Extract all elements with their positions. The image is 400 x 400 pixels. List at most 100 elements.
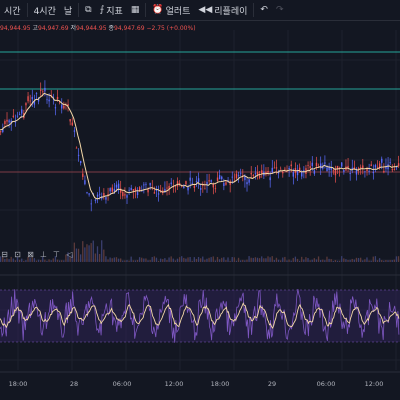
layout-button[interactable]: ▦ [127, 5, 144, 15]
candle-body [33, 101, 36, 105]
candle-body [212, 183, 215, 188]
volume-bar [242, 259, 244, 262]
volume-bar [254, 257, 257, 262]
tool-icon[interactable]: ◁ [66, 250, 73, 259]
candle-body [376, 166, 379, 168]
candle-body [284, 168, 286, 170]
interval-button[interactable]: 4시간 [33, 6, 56, 17]
volume-bar [84, 247, 86, 262]
oscillator-signal-line [0, 302, 400, 330]
volume-bar [61, 260, 63, 262]
volume-bar [368, 260, 370, 262]
compare-button[interactable]: ⧉ [81, 5, 95, 15]
volume-bar [0, 256, 2, 262]
candle-body [246, 182, 248, 185]
candle-body [0, 131, 2, 133]
volume-bar [275, 257, 278, 262]
volume-bar [176, 258, 179, 262]
candle-body [117, 183, 120, 189]
volume-bar [183, 257, 185, 262]
volume-bar [151, 257, 153, 262]
candle-body [145, 183, 147, 185]
volume-bar [136, 259, 139, 262]
volume-bar [103, 249, 105, 262]
volume-bar [8, 259, 10, 262]
candle-body [221, 176, 223, 180]
volume-bar [250, 257, 252, 262]
candle-body [168, 185, 170, 190]
tool-icon[interactable]: ⊡ [14, 250, 21, 259]
candle-body [115, 184, 118, 188]
chart-type-button[interactable]: 날 [63, 6, 73, 17]
volume-bar [193, 257, 195, 262]
candle-body [288, 168, 290, 170]
indicators-button[interactable]: ⨍ 지표 [99, 5, 123, 17]
volume-bar [252, 257, 254, 262]
candle-body [6, 119, 8, 122]
candle-body [73, 130, 76, 132]
volume-bar [168, 257, 170, 262]
x-axis-label: 18:00 [9, 380, 28, 388]
candle-body [298, 167, 301, 172]
price-chart[interactable]: 18:00 28 06:00 12:00 18:00 29 06:00 12:00 [0, 20, 400, 400]
volume-bar [206, 258, 208, 262]
tool-icon[interactable]: ⊥ [40, 250, 47, 259]
volume-bar [349, 259, 351, 262]
volume-bar [328, 258, 330, 262]
candle-body [124, 194, 126, 196]
redo-button[interactable]: ↷ [272, 5, 288, 15]
candle-body [275, 167, 278, 169]
volume-bar [225, 260, 227, 262]
volume-bar [362, 260, 364, 262]
indicators-icon: ⨍ [99, 5, 105, 15]
volume-bar [65, 254, 67, 262]
volume-bar [132, 260, 134, 262]
candle-body [204, 188, 206, 190]
interval-partial[interactable]: 시간 [4, 6, 21, 17]
volume-bar [313, 258, 315, 262]
volume-bar [181, 256, 183, 262]
candle-body [12, 115, 15, 117]
volume-bar [292, 257, 294, 262]
volume-bar [208, 257, 210, 262]
volume-bar [174, 260, 177, 262]
undo-button[interactable]: ↶ [256, 5, 272, 15]
volume-bar [204, 259, 206, 262]
candle-body [103, 193, 105, 197]
candle-body [86, 192, 88, 193]
tool-icon[interactable]: ⊤ [53, 250, 60, 259]
volume-bar [376, 260, 379, 262]
candle-body [98, 193, 101, 195]
volume-bar [345, 259, 347, 262]
volume-bar [160, 258, 162, 262]
tool-icon[interactable]: ⊟ [1, 250, 8, 259]
volume-bar [303, 259, 305, 262]
ohlc-close: 94,947.69 [114, 25, 145, 32]
candle-body [208, 180, 210, 182]
candle-body [258, 175, 261, 178]
volume-bar [347, 259, 349, 262]
replay-button[interactable]: ◀◀ 리플레이 [198, 5, 248, 17]
candle-body [42, 91, 44, 93]
candle-body [107, 194, 109, 196]
candle-body [391, 169, 393, 171]
candle-body [189, 177, 191, 181]
volume-bar [37, 259, 40, 262]
alert-button[interactable]: ⏰ 얼러트 [152, 5, 191, 17]
volume-bar [216, 256, 219, 262]
volume-bar [341, 256, 343, 262]
candle-body [111, 187, 113, 192]
ohlc-low-label: 저 [70, 25, 76, 32]
volume-bar [223, 257, 225, 262]
volume-bar [296, 258, 299, 262]
volume-bar [56, 259, 59, 262]
volume-bar [122, 260, 124, 262]
ohlc-low: 94,944.95 [76, 25, 107, 32]
candle-body [84, 180, 86, 185]
tool-icon[interactable]: ⊠ [27, 250, 34, 259]
volume-bar [240, 260, 242, 262]
candle-body [353, 167, 356, 170]
candle-body [349, 172, 351, 175]
volume-bar [197, 257, 200, 262]
layout-icon: ▦ [130, 5, 140, 15]
